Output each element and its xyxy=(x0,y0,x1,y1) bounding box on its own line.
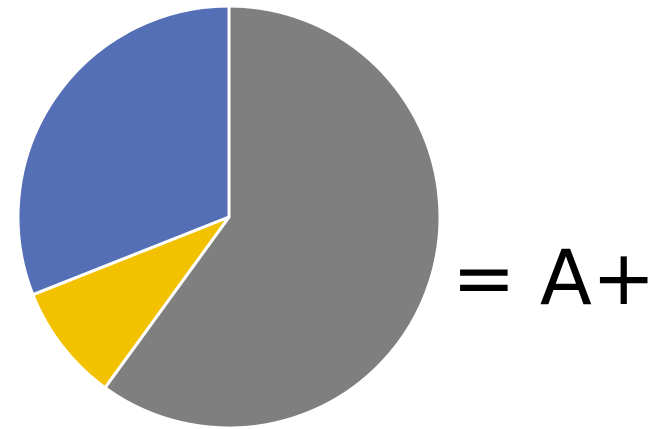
pie-chart xyxy=(16,4,442,429)
pie-slice-3 xyxy=(16,4,231,297)
pie-slice-1 xyxy=(103,4,442,429)
pie-slice-2 xyxy=(31,215,231,390)
equation-text: = A+ xyxy=(452,233,656,322)
